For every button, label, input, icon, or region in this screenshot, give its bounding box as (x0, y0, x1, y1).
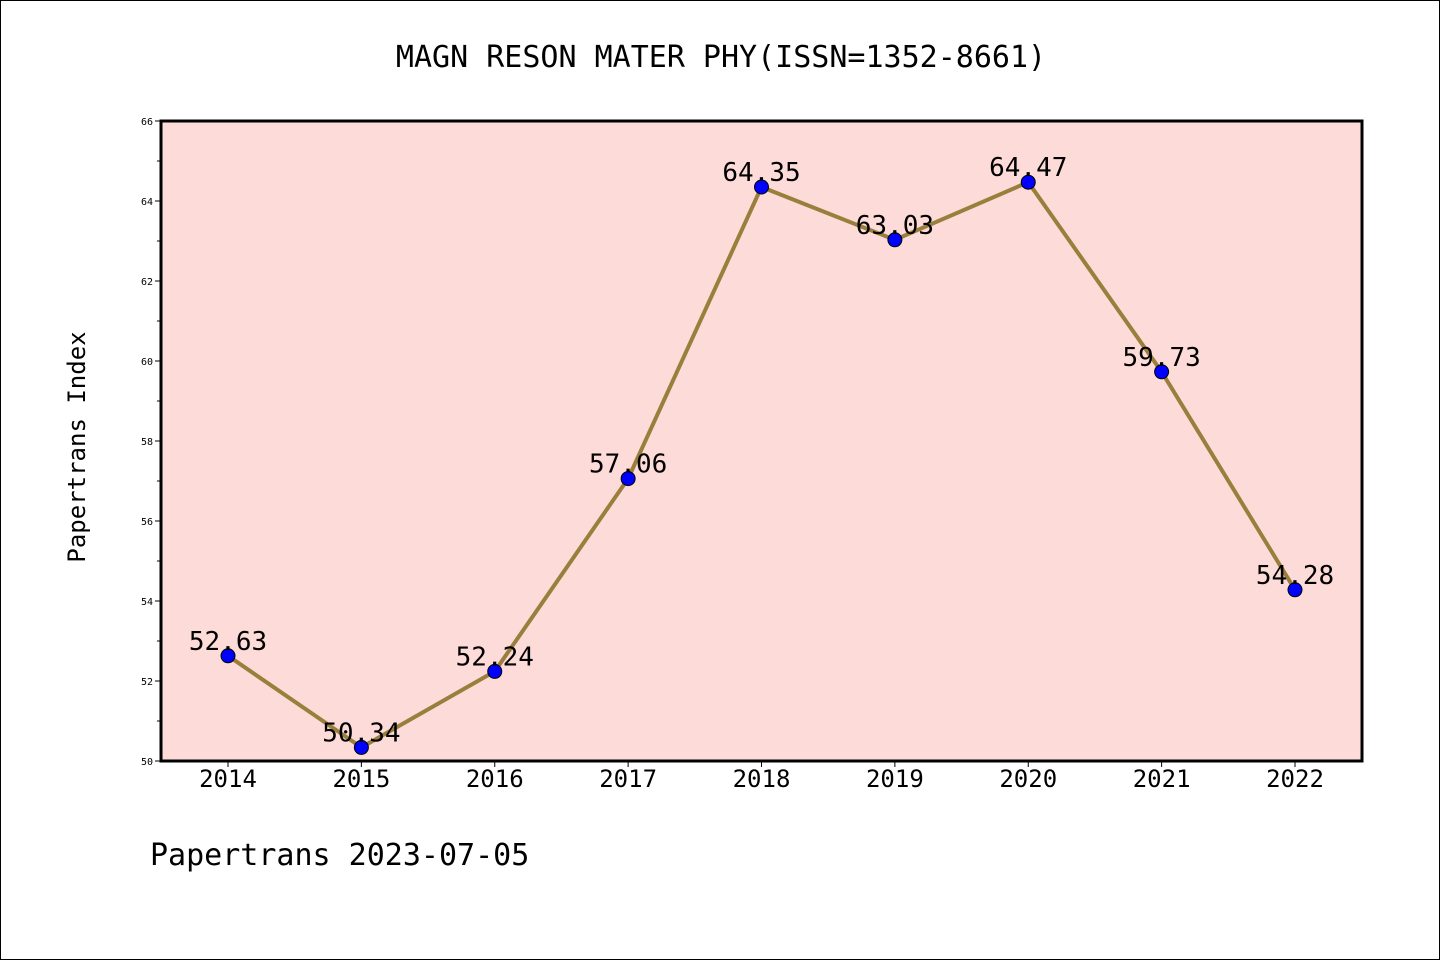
y-tick-label: 58 (141, 437, 153, 448)
y-tick-label: 60 (141, 357, 153, 368)
x-axis: 2014 2015 2016 2017 2018 2019 2020 2021 2022 (199, 761, 1324, 793)
x-tick-label: 2021 (1133, 765, 1191, 793)
y-tick-label: 62 (141, 277, 153, 288)
data-label: 59.73 (1122, 343, 1200, 373)
plot-border (159, 119, 1364, 763)
x-tick-label: 2014 (199, 765, 257, 793)
y-tick-label: 64 (141, 197, 153, 208)
data-label: 64.47 (989, 153, 1067, 183)
data-point (1020, 174, 1036, 190)
y-tick-label: 66 (141, 117, 153, 128)
x-tick-label: 2015 (332, 765, 390, 793)
data-point (887, 232, 903, 248)
data-label: 54.28 (1256, 561, 1334, 591)
x-tick-label: 2022 (1266, 765, 1324, 793)
y-tick-label: 54 (141, 597, 153, 608)
x-tick-label: 2019 (866, 765, 924, 793)
data-markers (220, 174, 1303, 755)
data-label: 52.24 (456, 642, 534, 672)
y-axis-label: Papertrans Index (63, 331, 91, 562)
data-point (620, 471, 636, 487)
y-tick-label: 50 (141, 757, 153, 768)
data-labels: 52.63 50.34 52.24 57.06 64.35 63.03 64.47 59.73… (189, 153, 1334, 748)
data-point (754, 179, 769, 195)
data-point (353, 739, 369, 755)
footer-text: Papertrans 2023-07-05 (150, 838, 529, 873)
data-point (220, 648, 236, 664)
y-axis: 50 52 54 56 58 60 62 64 66 (141, 117, 161, 768)
data-label: 64.35 (722, 158, 800, 188)
data-point (487, 663, 503, 679)
plot-area (161, 121, 1362, 761)
x-tick-label: 2016 (466, 765, 524, 793)
y-tick-label: 52 (141, 677, 153, 688)
data-label: 63.03 (856, 211, 934, 241)
x-tick-label: 2017 (599, 765, 657, 793)
data-point (1154, 364, 1170, 380)
data-label: 52.63 (189, 627, 267, 657)
x-tick-label: 2018 (733, 765, 791, 793)
x-tick-label: 2020 (999, 765, 1057, 793)
chart-title: MAGN RESON MATER PHY(ISSN=1352-8661) (396, 40, 1046, 75)
data-label: 57.06 (589, 450, 667, 480)
data-label: 50.34 (322, 718, 400, 748)
data-point (1287, 582, 1303, 598)
y-tick-label: 56 (141, 517, 153, 528)
